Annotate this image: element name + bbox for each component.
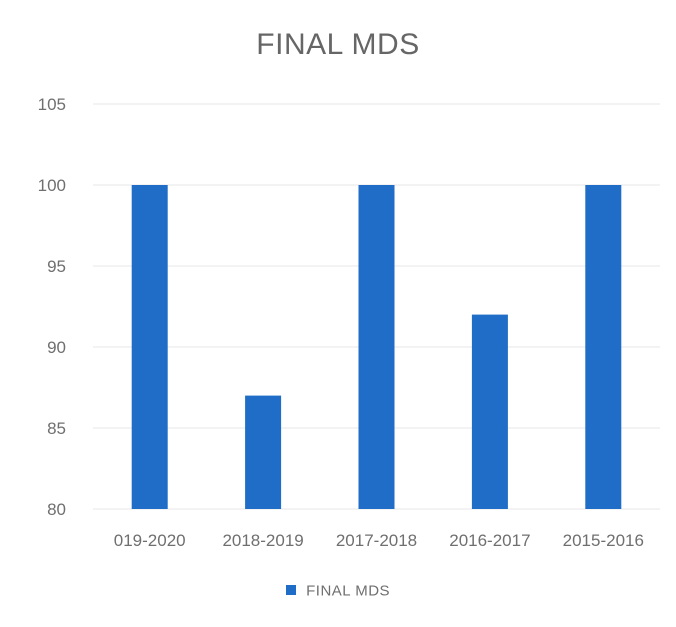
x-tick-label: 019-2020: [114, 531, 186, 550]
y-tick-label: 105: [38, 95, 66, 114]
chart-title: FINAL MDS: [256, 28, 420, 61]
x-tick-label: 2017-2018: [336, 531, 417, 550]
x-tick-label: 2016-2017: [449, 531, 530, 550]
legend-label: FINAL MDS: [306, 582, 391, 600]
y-tick-label: 85: [47, 419, 66, 438]
x-tick-label: 2018-2019: [222, 531, 303, 550]
x-axis-ticks: 019-2020 2018-2019 2017-2018 2016-2017 2015-…: [114, 531, 644, 550]
y-tick-label: 100: [38, 176, 66, 195]
legend: FINAL MDS: [0, 582, 676, 600]
bar-2016-2017: [471, 314, 508, 509]
bar-2017-2018: [358, 185, 395, 509]
bar-2018-2019: [245, 395, 282, 509]
x-tick-label: 2015-2016: [563, 531, 644, 550]
y-axis-ticks: 80 85 90 95 100 105: [38, 95, 66, 519]
y-tick-label: 95: [47, 257, 66, 276]
y-tick-label: 90: [47, 338, 66, 357]
bar-019-2020: [131, 185, 168, 509]
bars: [131, 185, 622, 509]
legend-swatch: [285, 585, 296, 596]
bar-2015-2016: [585, 185, 622, 509]
y-tick-label: 80: [47, 500, 66, 519]
